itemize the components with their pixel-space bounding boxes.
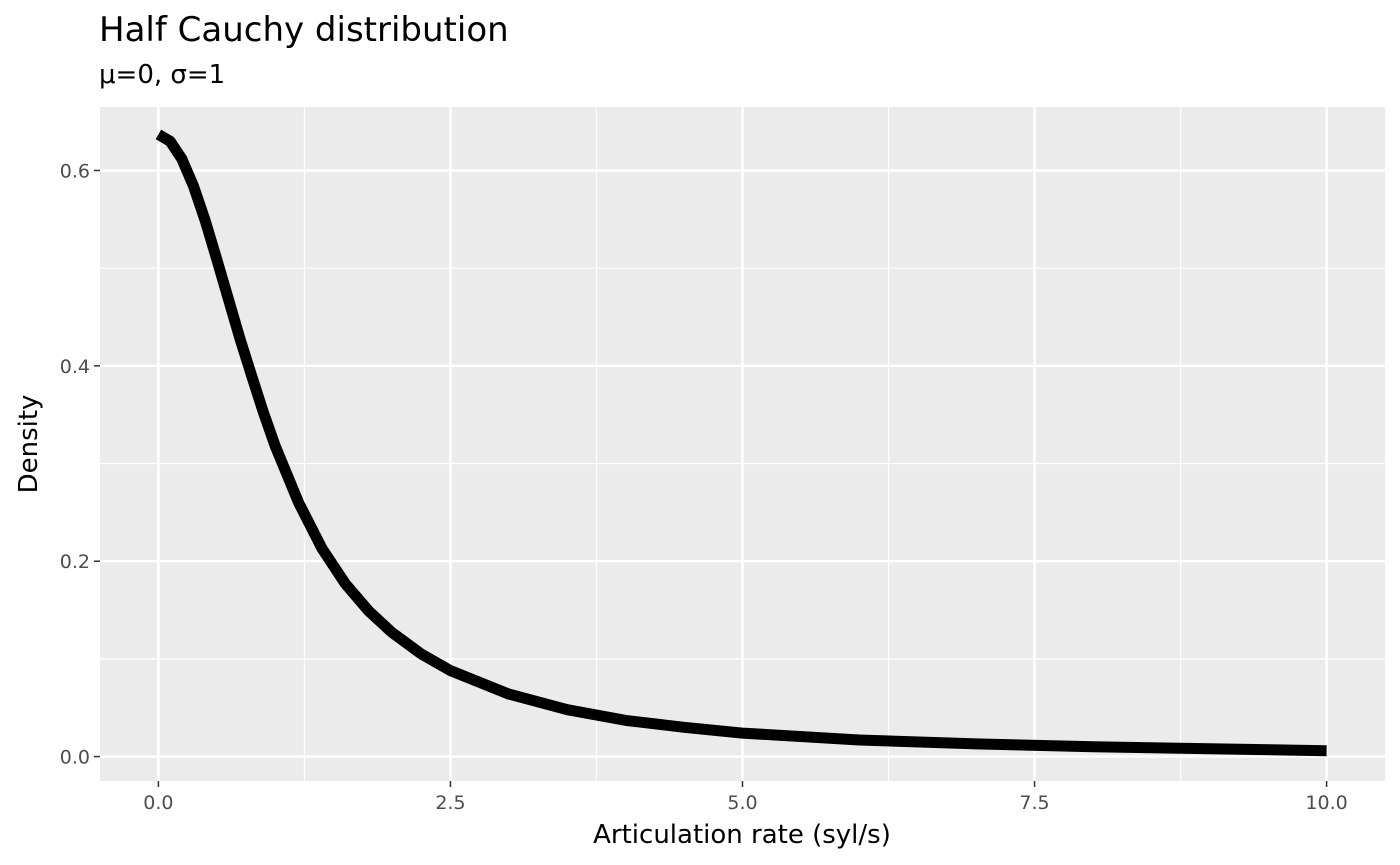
x-tick-label: 10.0: [1305, 792, 1347, 814]
y-tick-label: 0.2: [60, 551, 90, 573]
grid-lines: [100, 107, 1385, 781]
x-tick-label: 7.5: [1019, 792, 1049, 814]
y-axis: 0.0 0.2 0.4 0.6: [60, 160, 100, 769]
y-tick-label: 0.0: [60, 747, 90, 769]
density-line: [155, 129, 1327, 757]
x-tick-label: 5.0: [727, 792, 757, 814]
chart-subtitle: μ=0, σ=1: [99, 60, 225, 90]
y-tick-label: 0.6: [60, 160, 90, 182]
x-tick-label: 0.0: [143, 792, 173, 814]
x-axis-title: Articulation rate (syl/s): [593, 820, 891, 850]
x-tick-label: 2.5: [435, 792, 465, 814]
chart-title: Half Cauchy distribution: [99, 10, 509, 50]
series-layer: [155, 129, 1327, 757]
y-tick-label: 0.4: [60, 356, 90, 378]
x-axis: 0.0 2.5 5.0 7.5 10.0: [143, 781, 1348, 814]
y-axis-title: Density: [14, 395, 44, 494]
